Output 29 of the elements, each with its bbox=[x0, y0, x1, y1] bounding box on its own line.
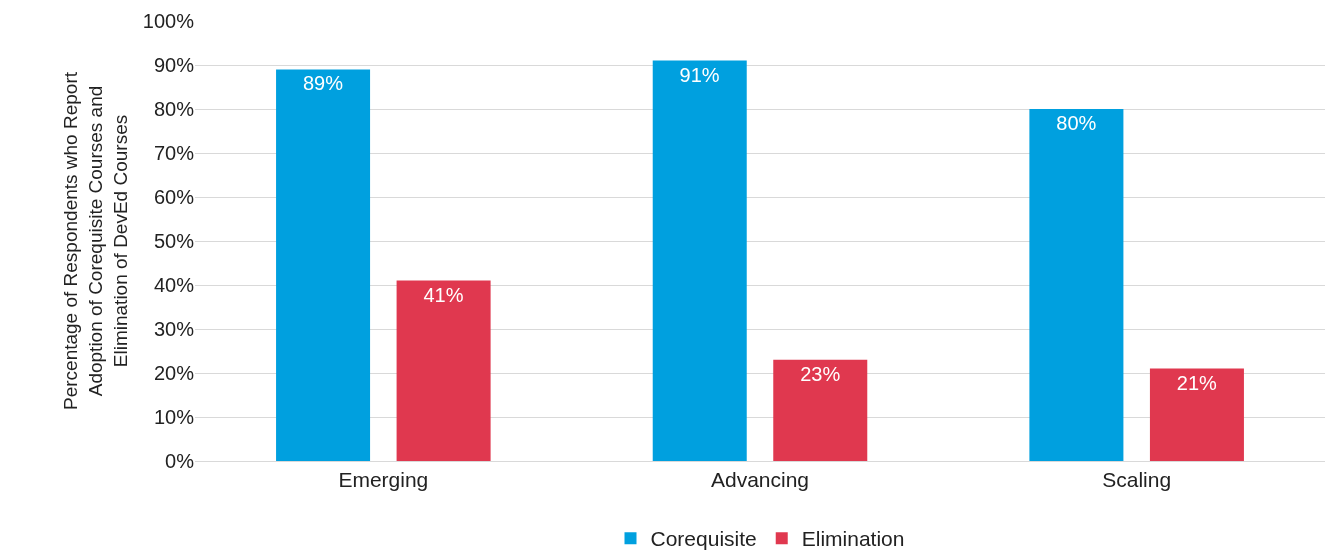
y-tick-label: 60% bbox=[153, 186, 195, 208]
y-tick-label: 20% bbox=[153, 362, 195, 384]
y-tick-label: 50% bbox=[153, 230, 195, 252]
y-tick-label: 10% bbox=[153, 406, 195, 428]
legend-label: Elimination bbox=[801, 527, 905, 551]
x-tick-label: Advancing bbox=[710, 468, 810, 492]
y-tick-label: 90% bbox=[153, 54, 195, 76]
y-tick-label: 70% bbox=[153, 142, 195, 164]
y-tick-label: 40% bbox=[153, 274, 195, 296]
data-label: 23% bbox=[800, 362, 841, 385]
data-label: 41% bbox=[423, 283, 464, 306]
x-tick-label: Emerging bbox=[338, 468, 429, 492]
bar bbox=[773, 359, 868, 461]
y-tick-label: 0% bbox=[165, 450, 195, 472]
y-tick-label: 80% bbox=[153, 98, 195, 120]
bar bbox=[396, 280, 491, 461]
x-tick-label: Scaling bbox=[1102, 468, 1172, 492]
bar bbox=[276, 69, 371, 461]
legend-label: Corequisite bbox=[650, 527, 757, 551]
data-label: 91% bbox=[679, 63, 720, 86]
y-tick-label: 100% bbox=[142, 10, 195, 32]
bar bbox=[652, 60, 747, 461]
bar bbox=[1029, 109, 1124, 461]
data-label: 21% bbox=[1176, 371, 1218, 394]
data-label: 89% bbox=[302, 72, 344, 95]
y-axis-title: Percentage of Respondents who Report Adoption of Corequisite Courses and Elimination of DevEd Courses bbox=[60, 71, 131, 410]
y-tick-label: 30% bbox=[153, 318, 195, 340]
data-label: 80% bbox=[1056, 112, 1097, 134]
bar bbox=[1149, 368, 1244, 461]
